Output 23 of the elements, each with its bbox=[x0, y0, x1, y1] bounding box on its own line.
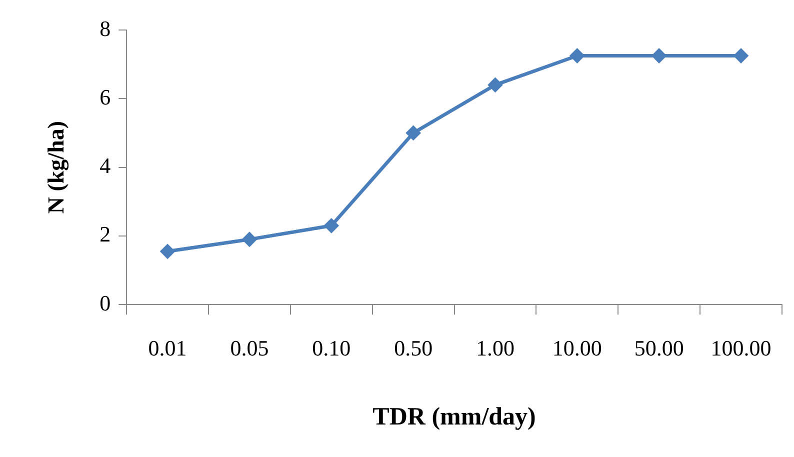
x-axis-title: TDR (mm/day) bbox=[372, 403, 536, 430]
x-tick-label: 50.00 bbox=[634, 336, 684, 361]
point bbox=[488, 77, 503, 92]
x-tick-label: 0.01 bbox=[148, 336, 187, 361]
point bbox=[242, 232, 257, 247]
y-tick-label: 8 bbox=[100, 16, 111, 41]
y-tick-label: 0 bbox=[100, 290, 111, 316]
y-tick-label: 4 bbox=[100, 153, 111, 178]
x-tick-label: 10.00 bbox=[552, 336, 602, 361]
x-tick-label: 0.05 bbox=[230, 336, 269, 361]
point bbox=[324, 218, 339, 234]
y-tick-label: 2 bbox=[100, 222, 111, 247]
x-tick-label: 0.50 bbox=[394, 336, 433, 361]
point bbox=[160, 244, 176, 259]
x-tick-label: 1.00 bbox=[476, 336, 514, 361]
y-tick-label: 6 bbox=[100, 84, 111, 110]
y-axis-title: N (kg/ha) bbox=[44, 120, 70, 214]
point bbox=[734, 48, 748, 64]
point bbox=[406, 125, 421, 140]
point bbox=[652, 48, 667, 64]
x-tick-label: 100.00 bbox=[710, 336, 772, 361]
point bbox=[570, 48, 585, 64]
x-tick-label: 0.10 bbox=[312, 336, 351, 361]
